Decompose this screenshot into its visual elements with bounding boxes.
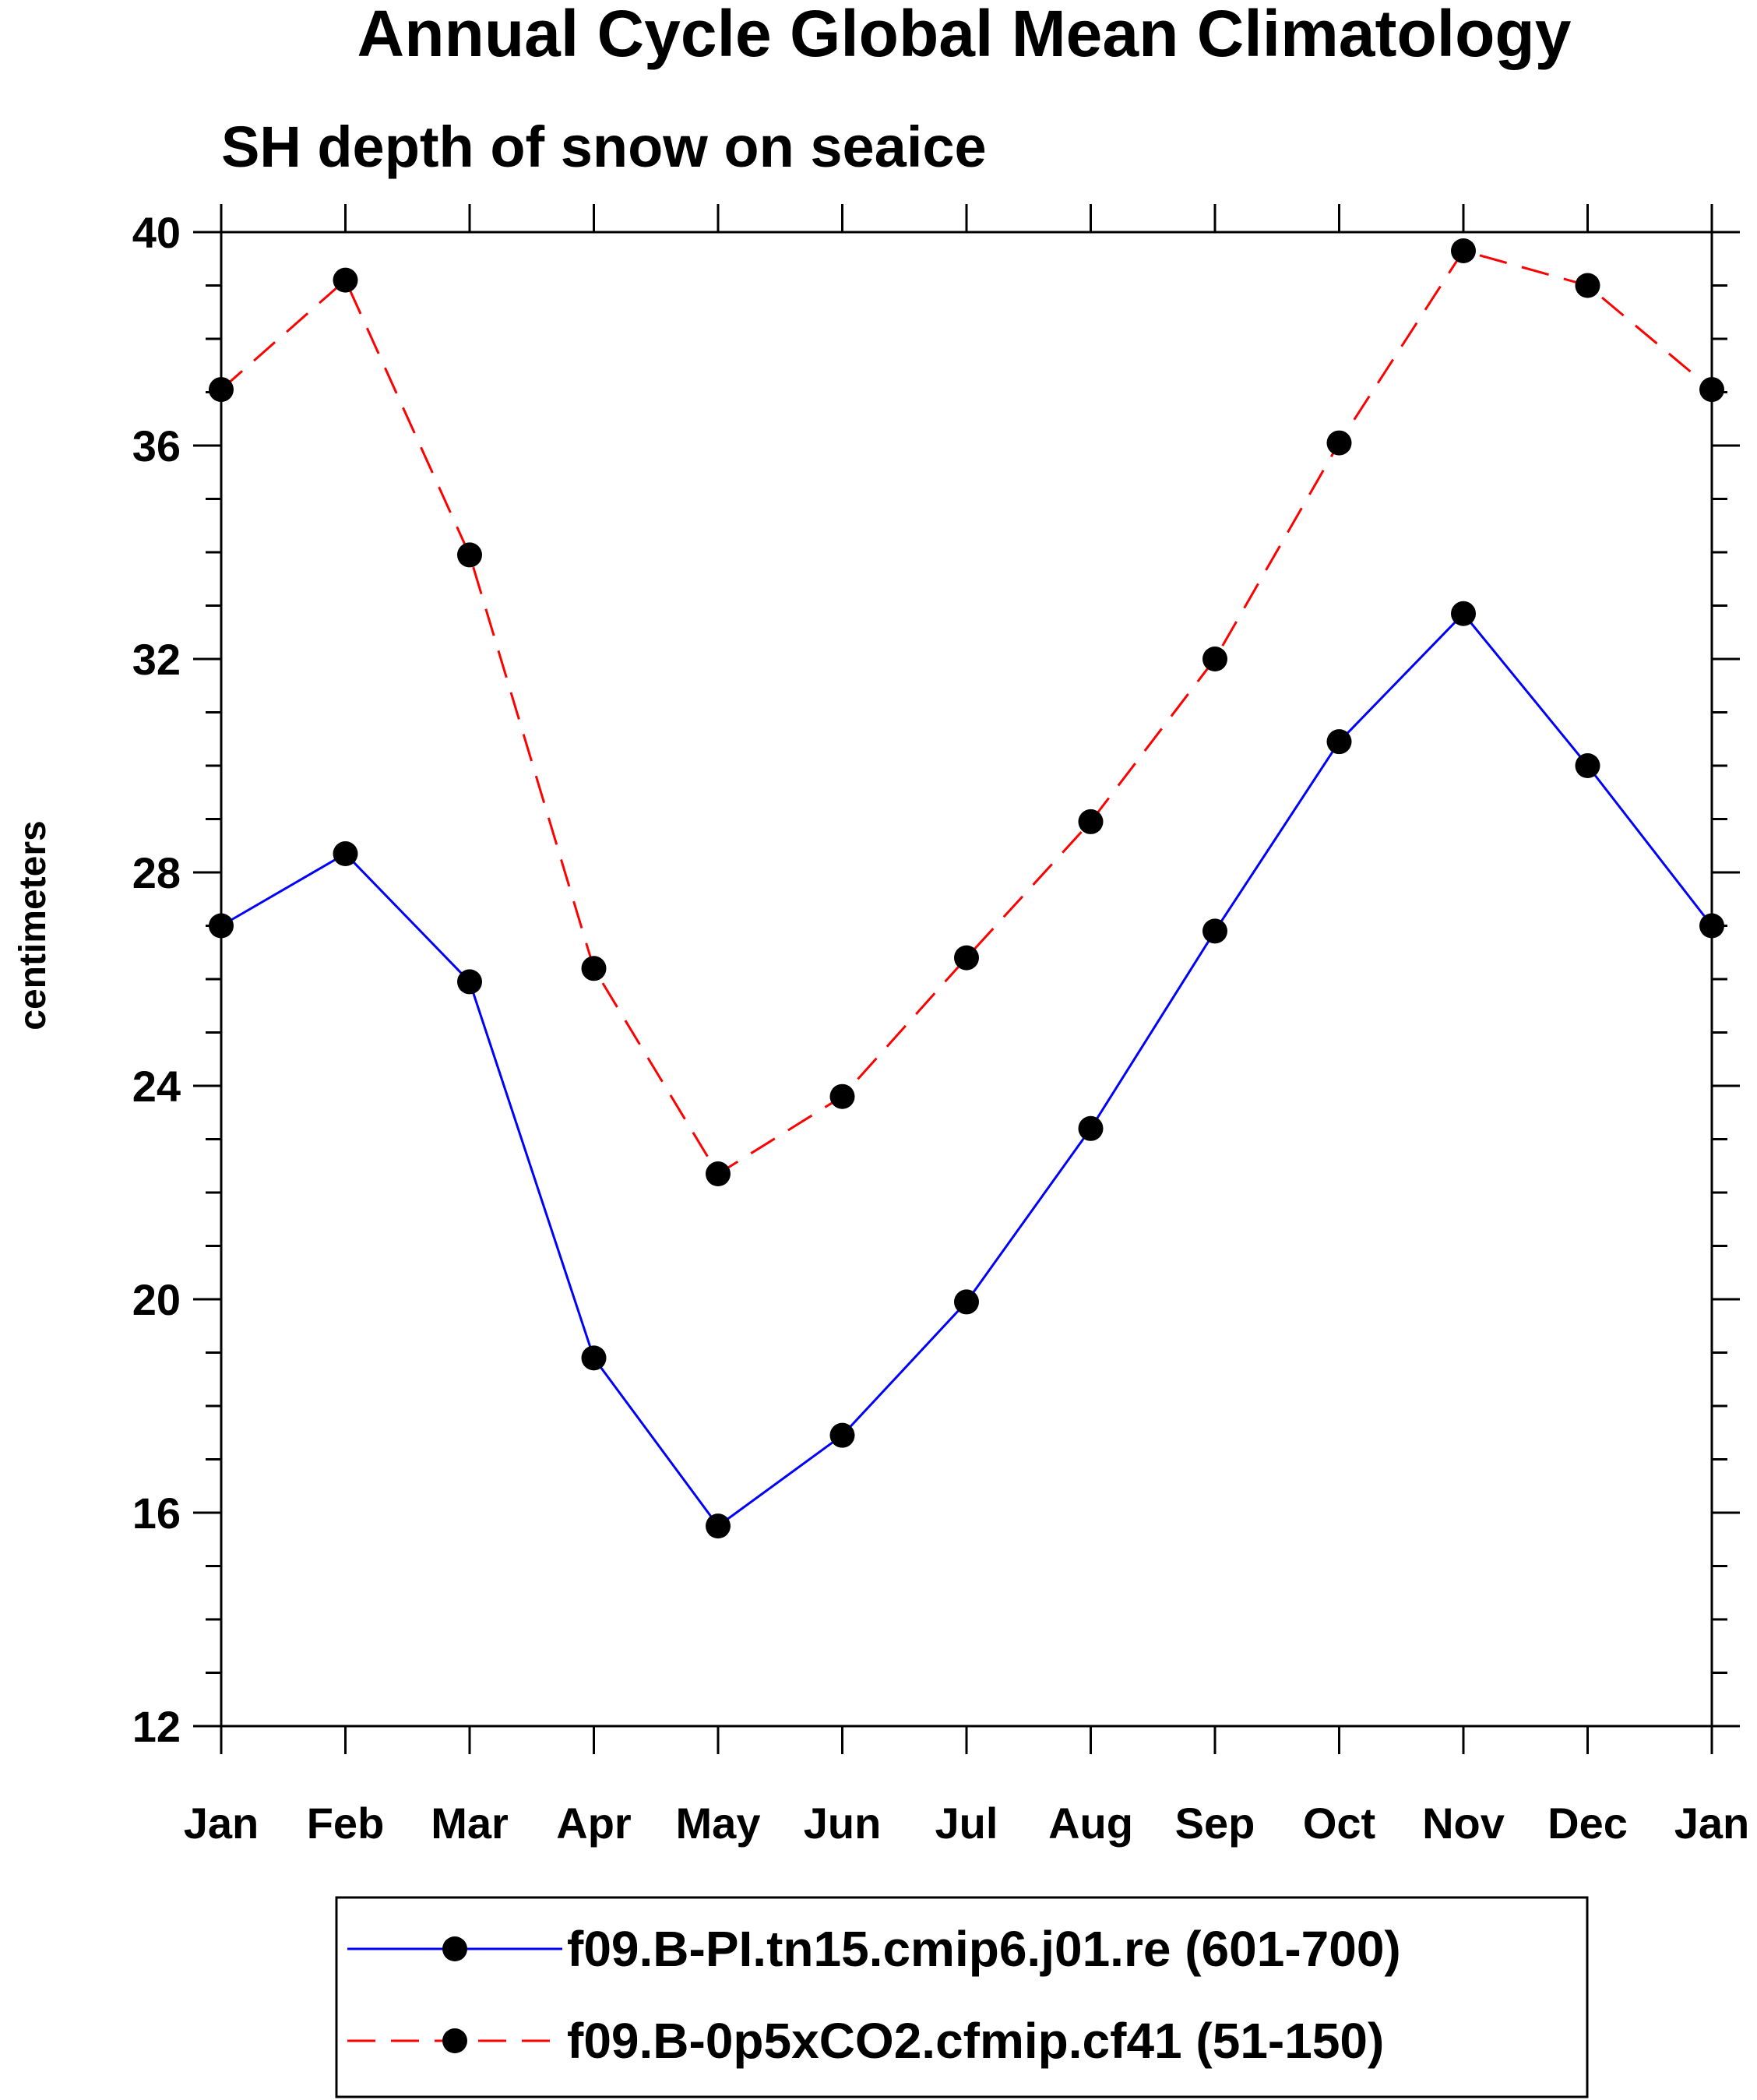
series-2-point	[1699, 377, 1724, 403]
series-1-point	[333, 841, 358, 867]
series-1-point	[829, 1422, 855, 1448]
series-1-point	[954, 1289, 979, 1315]
series-1-point	[706, 1513, 731, 1539]
y-axis-label: centimeters	[12, 820, 54, 1030]
series-2-point	[706, 1161, 731, 1187]
x-tick-label: Oct	[1303, 1799, 1375, 1848]
series-line-1	[220, 611, 1713, 1528]
x-tick-label: Jul	[935, 1799, 998, 1848]
y-tick-label: 40	[132, 208, 181, 257]
series-2-point	[1575, 273, 1600, 298]
series-line-2	[220, 249, 1713, 1176]
y-tick-label: 20	[132, 1275, 181, 1324]
y-tick-label: 36	[132, 421, 181, 470]
x-tick-label: Feb	[307, 1799, 385, 1848]
x-tick-label: May	[676, 1799, 761, 1848]
series-1-point	[1699, 913, 1724, 939]
series-2-point	[581, 956, 607, 981]
series-2-point	[954, 945, 979, 971]
x-tick-label: Sep	[1175, 1799, 1255, 1848]
y-tick-label: 12	[132, 1702, 181, 1751]
series-1-point	[457, 969, 482, 995]
legend-label-1: f09.B-PI.tn15.cmip6.j01.re (601-700)	[567, 1921, 1401, 1977]
chart-subtitle: SH depth of snow on seaice	[221, 115, 987, 179]
series-1-point	[1326, 729, 1352, 755]
series-2-point	[829, 1083, 855, 1109]
y-tick-label: 16	[132, 1489, 181, 1538]
series-1-point	[1078, 1115, 1104, 1141]
x-tick-label: Mar	[431, 1799, 509, 1848]
series-2-point	[1202, 647, 1227, 671]
x-tick-label: Aug	[1048, 1799, 1133, 1848]
legend-marker-2	[442, 2028, 467, 2053]
x-tick-label: Nov	[1422, 1799, 1505, 1848]
x-tick-label: Jan	[1674, 1799, 1750, 1848]
series-2-point	[1078, 809, 1104, 834]
series-2-point	[209, 377, 234, 403]
series-2-point	[1451, 238, 1476, 263]
series-1-point	[209, 913, 234, 939]
x-tick-label: Apr	[556, 1799, 631, 1848]
legend-label-2: f09.B-0p5xCO2.cfmip.cf41 (51-150)	[567, 2013, 1384, 2069]
legend: f09.B-PI.tn15.cmip6.j01.re (601-700) f09.…	[335, 1896, 1589, 2098]
series-2-point	[457, 542, 482, 568]
y-tick-label: 32	[132, 635, 181, 684]
series-1-point	[1202, 918, 1227, 944]
series-1-point	[1451, 601, 1476, 626]
series-2-point	[333, 267, 358, 293]
legend-marker-1	[442, 1936, 467, 1961]
x-tick-label: Dec	[1547, 1799, 1628, 1848]
series-1-point	[581, 1345, 607, 1371]
plot-frame	[220, 231, 1713, 1728]
legend-box	[335, 1896, 1589, 2098]
chart-title: Annual Cycle Global Mean Climatology	[357, 0, 1572, 70]
y-tick-label: 28	[132, 848, 181, 897]
x-tick-label: Jan	[184, 1799, 259, 1848]
series-2-point	[1326, 430, 1352, 456]
series-1-point	[1575, 753, 1600, 778]
x-tick-label: Jun	[804, 1799, 882, 1848]
y-tick-label: 24	[132, 1062, 181, 1111]
